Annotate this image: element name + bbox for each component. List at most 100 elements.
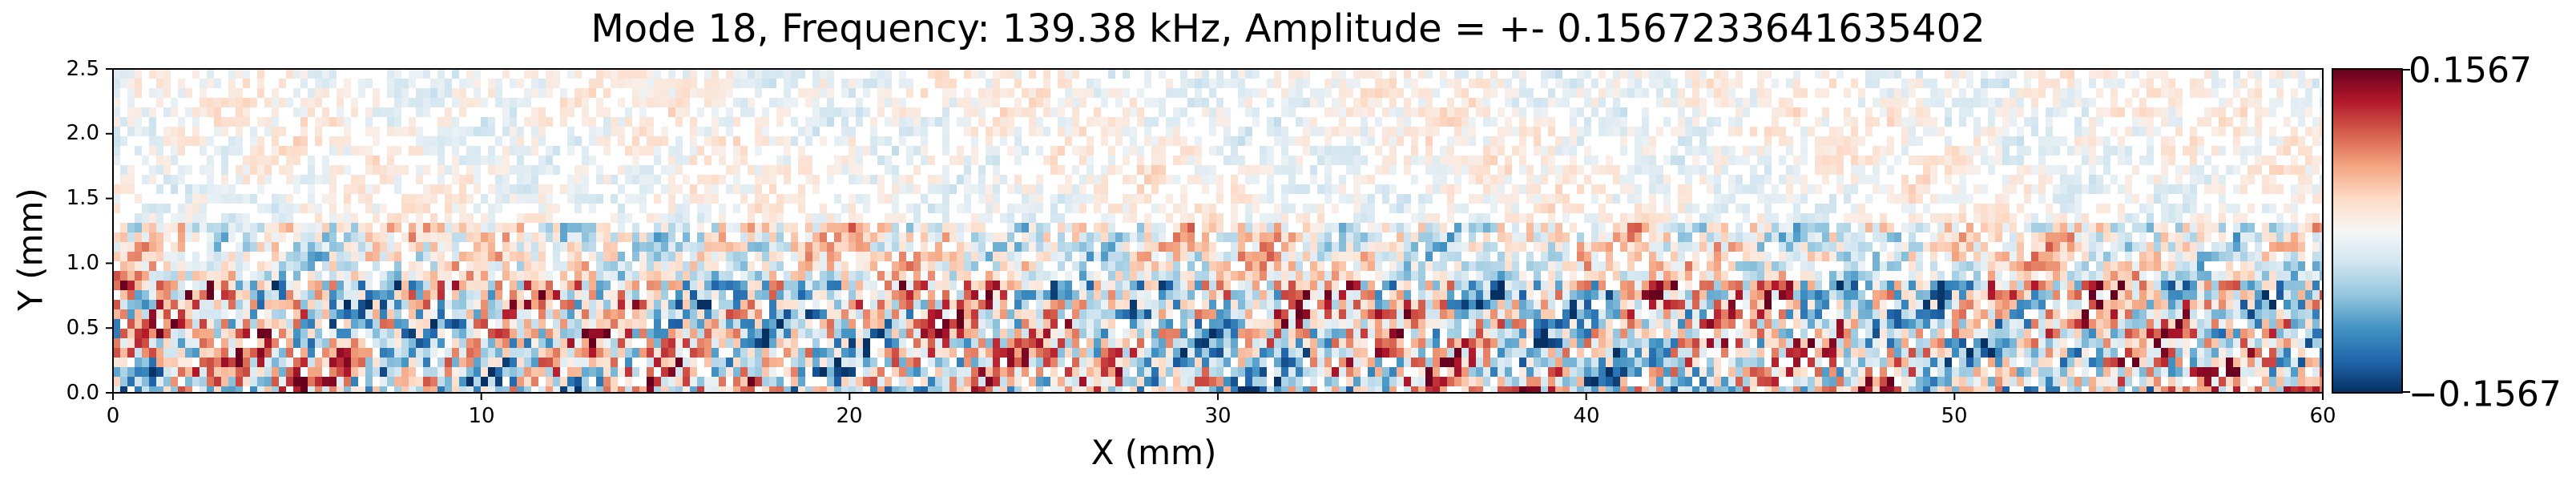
heatmap-cell [1223,252,1231,261]
heatmap-cell [892,261,899,271]
heatmap-cell [1238,98,1245,107]
heatmap-cell [1440,290,1447,300]
heatmap-cell [1043,358,1050,367]
heatmap-cell [329,338,337,348]
heatmap-cell [1173,136,1180,146]
heatmap-cell [214,309,221,319]
heatmap-cell [156,213,163,223]
heatmap-cell [632,300,639,309]
heatmap-cell [1202,175,1209,184]
heatmap-cell [1281,377,1288,386]
heatmap-cell [149,271,156,281]
heatmap-cell [1058,213,1065,223]
heatmap-cell [394,79,401,88]
heatmap-cell [1288,300,1296,309]
heatmap-cell [1115,232,1123,242]
heatmap-cell [849,146,856,156]
heatmap-cell [423,338,430,348]
heatmap-cell [236,386,243,393]
heatmap-cell [632,367,639,377]
heatmap-cell [1440,232,1447,242]
heatmap-cell [1418,69,1425,79]
heatmap-cell [286,194,293,204]
heatmap-cell [913,300,921,309]
heatmap-cell [596,69,603,79]
heatmap-cell [1209,88,1216,98]
heatmap-cell [1050,107,1058,117]
heatmap-cell [784,223,791,232]
heatmap-cell [668,69,675,79]
heatmap-cell [510,329,517,338]
heatmap-cell [156,98,163,107]
heatmap-cell [1058,146,1065,156]
heatmap-cell [481,281,488,290]
heatmap-cell [755,194,762,204]
heatmap-cell [618,223,625,232]
heatmap-cell [892,309,899,319]
heatmap-cell [149,107,156,117]
heatmap-cell [964,281,971,290]
heatmap-cell [1260,165,1267,175]
heatmap-cell [185,271,192,281]
heatmap-cell [978,165,986,175]
heatmap-cell [668,146,675,156]
heatmap-cell [1065,69,1072,79]
heatmap-cell [286,338,293,348]
heatmap-cell [250,136,257,146]
heatmap-cell [596,281,603,290]
heatmap-cell [935,338,942,348]
heatmap-cell [935,184,942,194]
heatmap-cell [784,300,791,309]
heatmap-cell [221,146,228,156]
heatmap-cell [971,338,978,348]
heatmap-cell [849,175,856,184]
heatmap-cell [387,213,394,223]
heatmap-cell [185,358,192,367]
heatmap-cell [704,136,712,146]
heatmap-cell [784,309,791,319]
heatmap-cell [1151,165,1159,175]
heatmap-cell [445,88,452,98]
heatmap-cell [430,377,437,386]
heatmap-cell [1296,156,1303,165]
heatmap-cell [416,300,423,309]
heatmap-cell [1007,88,1014,98]
heatmap-cell [264,165,272,175]
heatmap-cell [279,127,286,136]
heatmap-cell [935,358,942,367]
heatmap-cell [1195,281,1202,290]
heatmap-cell [1476,309,1483,319]
heatmap-cell [1180,223,1187,232]
heatmap-cell [531,136,538,146]
heatmap-cell [308,338,315,348]
heatmap-cell [827,367,834,377]
heatmap-cell [1317,242,1324,252]
heatmap-cell [1007,309,1014,319]
heatmap-cell [683,242,690,252]
heatmap-cell [1144,252,1151,261]
heatmap-cell [1310,127,1317,136]
heatmap-cell [200,300,207,309]
heatmap-cell [344,146,351,156]
heatmap-cell [805,98,812,107]
heatmap-cell [603,367,611,377]
heatmap-cell [1461,223,1469,232]
heatmap-cell [820,358,827,367]
heatmap-cell [949,377,957,386]
heatmap-cell [127,117,135,127]
heatmap-cell [1245,252,1252,261]
heatmap-cell [380,329,387,338]
heatmap-cell [1187,242,1195,252]
heatmap-cell [1288,252,1296,261]
heatmap-cell [1490,386,1498,393]
heatmap-cell [733,377,740,386]
heatmap-cell [329,136,337,146]
heatmap-cell [365,79,373,88]
heatmap-cell [675,156,683,165]
heatmap-cell [1094,79,1101,88]
heatmap-cell [1014,252,1022,261]
heatmap-cell [1202,309,1209,319]
heatmap-cell [394,358,401,367]
heatmap-cell [791,358,798,367]
heatmap-cell [1000,338,1007,348]
